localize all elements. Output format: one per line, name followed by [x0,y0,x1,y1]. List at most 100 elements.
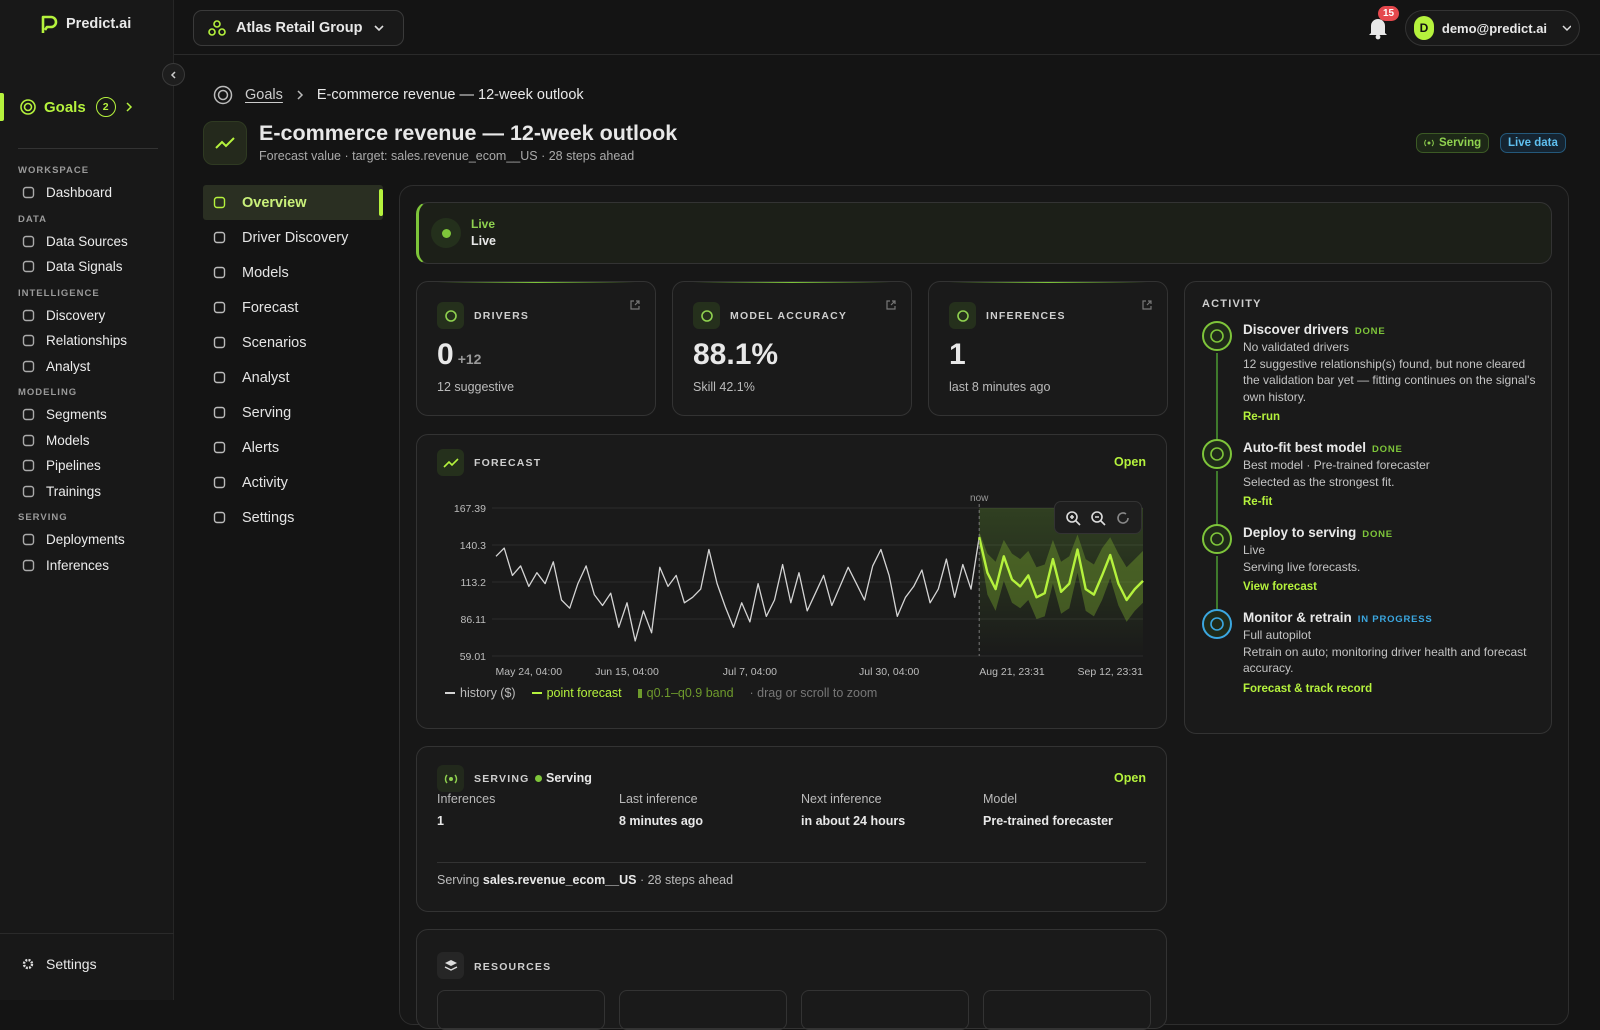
y-tick-label: 167.39 [454,503,486,515]
subnav-item[interactable]: Serving [203,395,383,430]
breadcrumb: Goals E-commerce revenue — 12-week outlo… [213,85,584,105]
activity-action[interactable]: View forecast [1243,581,1317,593]
card-icon [437,449,464,476]
nav-item[interactable]: Data Signals [18,254,158,280]
nav-item[interactable]: Analyst [18,354,158,380]
activity-status: IN PROGRESS [1357,614,1433,625]
activity-card: ACTIVITY Discover drivers DONE No validate… [1184,281,1552,734]
series-line [978,536,1144,602]
nav-item[interactable]: Pipelines [18,453,158,479]
page-title: E-commerce revenue — 12-week outlook [259,121,678,145]
icon [1210,447,1224,461]
field-value: 8 minutes ago [619,814,704,828]
open-link[interactable]: Open [1114,455,1146,469]
nav-item[interactable]: Dashboard [18,180,158,206]
settings-icon [22,958,34,970]
resource-tile[interactable] [801,990,969,1030]
chevron [373,25,384,32]
activity-status: DONE [1362,529,1393,540]
activity-title-row: Discover drivers DONE [1243,321,1545,339]
org-switcher[interactable]: Atlas Retail Group [193,10,404,46]
open-external[interactable] [885,298,897,316]
resource-tile[interactable] [619,990,787,1030]
goals-link[interactable]: Goals 2 [0,92,174,122]
brand-name: Predict.ai [66,16,132,32]
icon [22,261,35,273]
nav-label: Analyst [46,358,91,374]
activity-line: No validated drivers [1243,340,1350,354]
divider [437,862,1146,863]
open-external[interactable] [1141,298,1153,316]
breadcrumb-link[interactable]: Goals [245,87,283,103]
nav-item[interactable]: Relationships [18,328,158,354]
notifications-button[interactable] [1367,16,1389,40]
nav-item[interactable]: Segments [18,402,158,428]
zoom-reset[interactable] [1115,510,1131,526]
nav-item[interactable]: Data Sources [18,229,158,255]
connector [1216,556,1218,611]
icon [22,360,35,372]
icon [22,559,35,571]
user-email: demo@predict.ai [1441,20,1548,36]
status-text: Serving [546,771,592,785]
subnav-item[interactable]: Activity [203,465,383,500]
subnav-item[interactable]: Alerts [203,430,383,465]
nav-item[interactable]: Trainings [18,479,158,505]
nav-label: Inferences [46,557,110,573]
nav-item[interactable]: Discovery [18,303,158,329]
nav-item[interactable]: Inferences [18,553,158,579]
activity-line: Live [1243,543,1266,557]
activity-action[interactable]: Re-fit [1243,496,1273,508]
resource-tile[interactable] [983,990,1151,1030]
nav-label: Models [46,432,90,448]
zoom-out[interactable] [1090,510,1106,526]
chevron [170,70,176,79]
signal-icon [444,774,457,783]
layers-icon [444,959,457,971]
y-tick-label: 86.11 [461,614,487,626]
open-external[interactable] [629,298,641,316]
activity-action[interactable]: Forecast & track record [1243,682,1373,695]
zoom-in[interactable] [1065,510,1081,526]
avatar: D [1414,16,1434,40]
x-tick-label: Jul 7, 04:00 [723,666,777,678]
card-label: INFERENCES [986,310,1066,322]
collapse-button[interactable] [162,63,185,86]
subnav-label: Overview [242,194,307,211]
open-link[interactable]: Open [1114,771,1146,785]
forecast-chart: 59.01 86.11 113.2 140.3 167.39 May 24, 04:00 J… [454,493,1144,678]
activity-title: Monitor & retrain [1243,610,1352,625]
activity-title: Discover drivers [1243,322,1349,337]
x-tick-label: Aug 21, 23:31 [979,666,1045,678]
subnav-item[interactable]: Driver Discovery [203,220,383,255]
settings-link[interactable]: Settings [0,933,174,994]
activity-action[interactable]: Re-run [1243,411,1281,423]
icon [22,460,35,472]
card-icon [437,302,464,329]
header-icon [203,121,247,165]
activity-item: Discover drivers DONE No validated drivers… [1185,321,1545,441]
subnav-item[interactable]: Overview [203,185,383,220]
metric-value: 88.1% [693,338,778,372]
nav-label: Discovery [46,307,106,323]
subnav-item[interactable]: Forecast [203,290,383,325]
y-tick-label: 140.3 [460,540,486,552]
metric-card: INFERENCES 1 last 8 minutes ago [928,281,1168,416]
live-status: Live [471,234,497,248]
org-name: Atlas Retail Group [236,20,363,36]
nav-item[interactable]: Deployments [18,527,158,553]
subnav-item[interactable]: Settings [203,500,383,535]
subnav-item[interactable]: Models [203,255,383,290]
icon [1210,617,1224,631]
subnav-item[interactable]: Scenarios [203,325,383,360]
serving-card: SERVING Serving Open Inferences 1 Last inf… [416,746,1167,912]
nav-item[interactable]: Models [18,428,158,454]
resource-tile[interactable] [437,990,605,1030]
card-label: DRIVERS [474,310,530,322]
user-menu[interactable]: D demo@predict.ai [1405,10,1580,46]
brand[interactable]: Predict.ai [40,14,131,34]
subnav-label: Models [242,264,289,281]
metric-card: DRIVERS 0 +12 12 suggestive [416,281,656,416]
subnav-item[interactable]: Analyst [203,360,383,395]
